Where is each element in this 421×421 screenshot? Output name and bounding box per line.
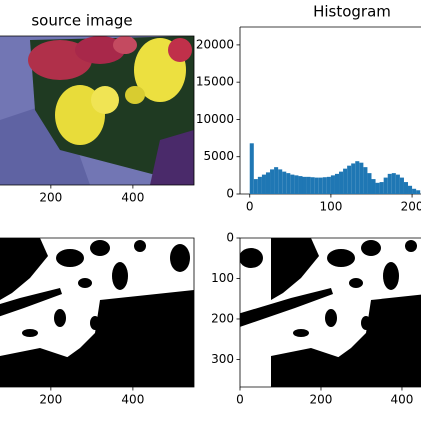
histogram-bar	[359, 162, 364, 194]
histogram-bar	[294, 175, 299, 194]
histogram-bar	[399, 177, 404, 194]
histogram-bar	[282, 171, 287, 194]
y-tick-label: 0	[226, 187, 234, 201]
histogram-bar	[334, 173, 340, 194]
histogram-bar	[371, 179, 376, 194]
histogram-bar	[355, 161, 360, 194]
x-tick-label: 200	[401, 200, 421, 214]
histogram-bar	[265, 172, 271, 194]
histogram-bar	[249, 143, 254, 194]
histogram-bar	[322, 177, 327, 194]
y-tick-label: 300	[211, 352, 234, 366]
histogram-bar	[339, 171, 344, 194]
histogram-bar	[379, 182, 384, 194]
histogram-bar	[310, 177, 315, 194]
x-tick-label: 400	[391, 393, 414, 407]
threshold-image	[0, 238, 194, 387]
x-tick-label: 100	[319, 200, 342, 214]
histogram-bar	[351, 163, 356, 194]
histogram-bar	[253, 179, 258, 194]
x-tick-label: 400	[121, 393, 144, 407]
histogram-bar	[261, 174, 266, 194]
histogram-bar	[302, 176, 307, 194]
x-tick-label: 200	[39, 393, 62, 407]
histogram-bar	[367, 173, 372, 194]
y-tick-label: 15000	[196, 75, 234, 89]
histogram-bar	[408, 185, 413, 194]
panel-title: source image	[31, 12, 132, 30]
histogram-bar	[314, 177, 319, 194]
histogram-bar	[375, 182, 380, 194]
y-tick-label: 10000	[196, 112, 234, 126]
histogram-bar	[270, 169, 275, 194]
histogram-bar	[290, 174, 295, 194]
histogram-bar	[391, 173, 396, 194]
source-image	[0, 36, 194, 185]
histogram-bar	[298, 176, 303, 194]
y-tick-label: 200	[211, 311, 234, 325]
histogram-bar	[363, 167, 368, 194]
histogram-bar	[318, 177, 323, 194]
histogram-bar	[326, 176, 331, 194]
y-tick-label: 20000	[196, 37, 234, 51]
histogram-bar	[412, 188, 417, 194]
histogram-bar	[395, 174, 400, 194]
histogram-bar	[347, 165, 352, 194]
threshold-image	[240, 238, 421, 387]
x-tick-label: 200	[310, 393, 333, 407]
histogram-bar	[403, 182, 409, 194]
histogram-bar	[306, 176, 311, 194]
y-tick-label: 5000	[203, 149, 234, 163]
panel-title: Histogram	[313, 3, 391, 21]
y-tick-label: 100	[211, 271, 234, 285]
histogram-bar	[387, 173, 392, 194]
histogram-bar	[257, 176, 262, 194]
x-tick-label: 0	[236, 393, 244, 407]
histogram-bar	[274, 167, 279, 194]
histogram-bar	[416, 190, 421, 194]
histogram-bar	[278, 169, 283, 194]
histogram-bar	[330, 175, 335, 194]
histogram-bar	[286, 173, 291, 194]
x-tick-label: 0	[246, 200, 254, 214]
histogram-bar	[383, 177, 388, 194]
x-tick-label: 200	[39, 191, 62, 205]
y-tick-label: 0	[226, 231, 234, 245]
histogram-bar	[343, 168, 348, 194]
x-tick-label: 400	[121, 191, 144, 205]
